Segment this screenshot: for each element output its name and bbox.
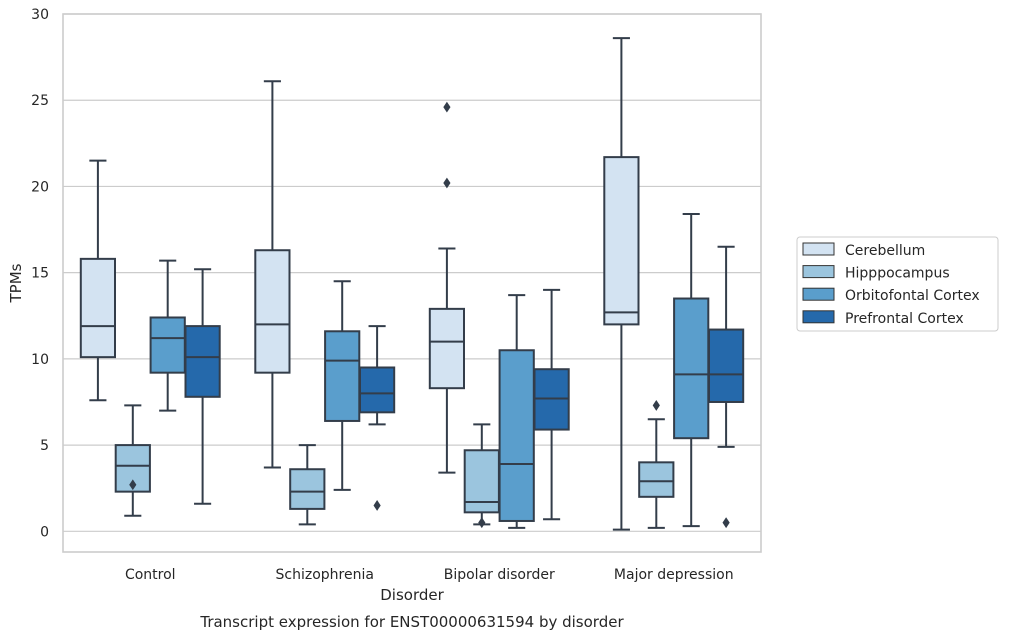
- box-orbitofontal-cortex: [324, 280, 361, 491]
- box-body: [603, 156, 640, 326]
- box-body: [184, 325, 221, 398]
- y-axis-label: TPMs: [7, 263, 25, 303]
- outlier-point: [443, 177, 451, 189]
- box-prefrontal-cortex: [533, 288, 570, 521]
- outlier-point: [373, 500, 381, 511]
- y-tick-labels: 0 5 10 15 20 25 30: [31, 7, 49, 540]
- box-cerebellum: [603, 37, 640, 531]
- legend: Cerebellum Hipppocampus Orbitofontal Corte…: [796, 236, 999, 332]
- y-tick-label: 5: [40, 438, 49, 454]
- legend-swatch: [802, 242, 835, 256]
- box-hipppocampus: [114, 404, 151, 517]
- box-body: [289, 468, 326, 510]
- y-tick-label: 20: [31, 179, 49, 195]
- legend-label: Orbitofontal Cortex: [845, 288, 980, 304]
- y-tick-label: 25: [31, 93, 49, 109]
- boxes: [79, 37, 745, 531]
- legend-swatch: [802, 287, 835, 301]
- box-orbitofontal-cortex: [149, 259, 186, 412]
- y-tick-label: 10: [31, 352, 49, 368]
- box-body: [498, 349, 535, 522]
- box-prefrontal-cortex: [358, 325, 396, 511]
- y-tick-label: 0: [40, 524, 49, 540]
- y-tick-label: 30: [31, 7, 49, 23]
- legend-swatch: [802, 310, 835, 324]
- box-body: [358, 366, 396, 414]
- y-tick-label: 15: [31, 266, 49, 282]
- box-hipppocampus: [289, 444, 326, 526]
- box-body: [428, 307, 466, 390]
- x-tick-label: Control: [125, 567, 176, 583]
- legend-label: Prefrontal Cortex: [845, 311, 964, 327]
- x-tick-labels: Control Schizophrenia Bipolar disorder Majo…: [125, 567, 734, 583]
- box-body: [707, 328, 745, 403]
- box-body: [638, 461, 675, 498]
- legend-frame: [796, 236, 999, 332]
- box-body: [463, 449, 500, 514]
- legend-label: Cerebellum: [845, 243, 925, 259]
- x-axis-label: Disorder: [380, 586, 444, 604]
- x-tick-label: Major depression: [614, 567, 734, 583]
- box-hipppocampus: [463, 423, 500, 529]
- box-hipppocampus: [638, 400, 675, 529]
- outlier-point: [652, 400, 660, 411]
- outlier-point: [722, 517, 730, 529]
- plot-frame: [62, 13, 762, 553]
- x-tick-label: Schizophrenia: [276, 567, 374, 583]
- box-cerebellum: [79, 159, 117, 402]
- outlier-point: [478, 517, 486, 529]
- box-prefrontal-cortex: [707, 245, 745, 529]
- box-body: [254, 249, 291, 374]
- box-cerebellum: [254, 80, 291, 469]
- outlier-point: [129, 479, 137, 491]
- box-body: [149, 316, 186, 374]
- box-cerebellum: [428, 101, 466, 474]
- x-tick-label: Bipolar disorder: [444, 567, 555, 583]
- box-orbitofontal-cortex: [498, 294, 535, 529]
- box-body: [79, 257, 117, 359]
- box-prefrontal-cortex: [184, 268, 221, 505]
- outlier-point: [443, 101, 451, 113]
- box-body: [673, 297, 710, 440]
- box-body: [324, 330, 361, 422]
- box-body: [114, 444, 151, 493]
- legend-label: Hipppocampus: [845, 266, 950, 282]
- chart-caption: Transcript expression for ENST0000063159…: [199, 613, 624, 631]
- legend-items: Cerebellum Hipppocampus Orbitofontal Corte…: [802, 242, 980, 327]
- box-orbitofontal-cortex: [673, 213, 710, 528]
- legend-swatch: [802, 265, 835, 279]
